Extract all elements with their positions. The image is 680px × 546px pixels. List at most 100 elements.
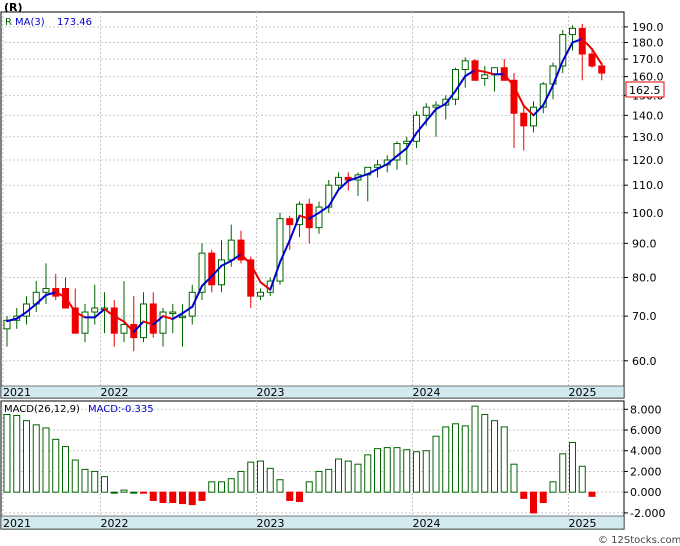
candle-body: [481, 74, 489, 79]
candle: [257, 288, 264, 301]
candle-body: [559, 34, 567, 67]
price-tick-label: 90.0: [632, 237, 657, 250]
ma-segment: [220, 259, 233, 267]
watermark: © 12Stocks.com: [598, 535, 680, 546]
macd-panel: 2021 2022 2023 2024 2025 -2.000 0.000 2.000 4.0…: [0, 400, 665, 530]
ma-segment: [298, 214, 311, 220]
candle-body: [169, 311, 177, 315]
ma-segment: [113, 315, 125, 323]
candle-body: [598, 65, 606, 74]
candle-body: [588, 53, 596, 67]
candle: [520, 105, 528, 151]
candle: [432, 101, 440, 137]
ma-segment: [64, 296, 77, 314]
macd-tick-label: -2.000: [630, 507, 665, 520]
macd-bar: [101, 476, 108, 493]
candle-body: [188, 291, 196, 317]
candle-body: [276, 218, 284, 282]
macd-tick-label: 8.000: [630, 403, 662, 416]
macd-year-band: [0, 515, 625, 530]
candle-body: [237, 239, 245, 261]
price-year-labels: 2021 2022 2023 2024 2025: [3, 386, 597, 399]
ma-segment: [240, 253, 252, 266]
ma-segment: [162, 315, 174, 321]
macd-year-label: 2022: [101, 517, 129, 530]
price-tick-label: 140.0: [632, 109, 664, 122]
ma-segment: [376, 163, 389, 171]
macd-bar: [588, 491, 596, 497]
ma-segment: [366, 168, 379, 176]
candle-body: [91, 307, 99, 313]
ma-segment: [396, 147, 408, 157]
candle: [110, 300, 118, 347]
ticker-title: (R): [4, 1, 23, 14]
candle-body: [539, 83, 547, 108]
candle: [481, 65, 489, 86]
price-year-label: 2024: [413, 386, 441, 399]
ma-segment: [230, 253, 242, 262]
macd-bar: [481, 413, 489, 493]
ma-segment: [532, 104, 545, 117]
candle: [42, 263, 50, 304]
candle-body: [530, 106, 537, 127]
macd-bar: [305, 481, 313, 493]
candle-body: [149, 303, 157, 334]
candle: [569, 25, 576, 51]
candle: [335, 172, 342, 191]
ma-segment: [142, 320, 155, 326]
last-price-label: 162.5: [629, 84, 661, 97]
candle: [315, 201, 323, 234]
macd-tick-label: 0.000: [630, 486, 662, 499]
price-tick-label: 170.0: [632, 53, 664, 66]
price-tick-label: 190.0: [632, 21, 664, 34]
macd-bar: [364, 454, 372, 493]
macd-bar: [491, 420, 498, 493]
macd-bar: [578, 465, 586, 493]
macd-bar: [393, 447, 401, 493]
macd-bar: [569, 441, 576, 493]
price-panel: 2021 2022 2023 2024 2025 60.0 70.0 80.0 90.0 100…: [0, 1, 665, 399]
macd-bar: [559, 453, 567, 493]
macd-bar: [52, 438, 60, 493]
candle: [286, 215, 294, 250]
macd-bar: [91, 470, 99, 493]
ma-segment: [45, 291, 57, 296]
ma-segment: [561, 41, 574, 62]
ma-segment: [259, 281, 272, 291]
macd-bar: [120, 489, 128, 493]
last-price-tag: 162.5: [625, 81, 665, 98]
candle-body: [432, 104, 440, 108]
ma-segment: [318, 205, 330, 214]
macd-bar: [198, 491, 206, 501]
legend-ma-label: MA(3): [15, 17, 45, 28]
price-tick-label: 180.0: [632, 37, 664, 50]
macd-year-labels: 2021 2022 2023 2024 2025: [3, 517, 597, 530]
candle-body: [198, 252, 206, 293]
candle-body: [218, 259, 225, 286]
macd-bar: [296, 491, 303, 502]
ma-segment: [591, 48, 603, 66]
ma-segment: [425, 108, 437, 122]
candle: [120, 281, 128, 343]
ma-segment: [357, 173, 369, 179]
macd-tick-label: 6.000: [630, 424, 662, 437]
ma-segment: [405, 132, 418, 150]
ma-segment: [54, 291, 67, 299]
candle-body: [335, 176, 342, 186]
candle-body: [257, 291, 264, 297]
last-price-box: [625, 81, 665, 98]
macd-axis: -2.000 0.000 2.000 4.000 6.000 8.000: [624, 403, 665, 520]
candle-body: [315, 206, 323, 229]
macd-title: MACD(26,12,9): [4, 404, 80, 415]
candle-body: [81, 311, 89, 334]
candle-body: [42, 288, 50, 293]
price-tick-label: 80.0: [632, 271, 657, 284]
ma-segment: [93, 308, 106, 319]
candle-body: [393, 143, 401, 161]
macd-year-label: 2023: [257, 517, 285, 530]
ma-segment: [201, 275, 213, 287]
candle-body: [71, 307, 79, 334]
ma-segment: [15, 311, 28, 320]
ma-segment: [123, 320, 135, 333]
